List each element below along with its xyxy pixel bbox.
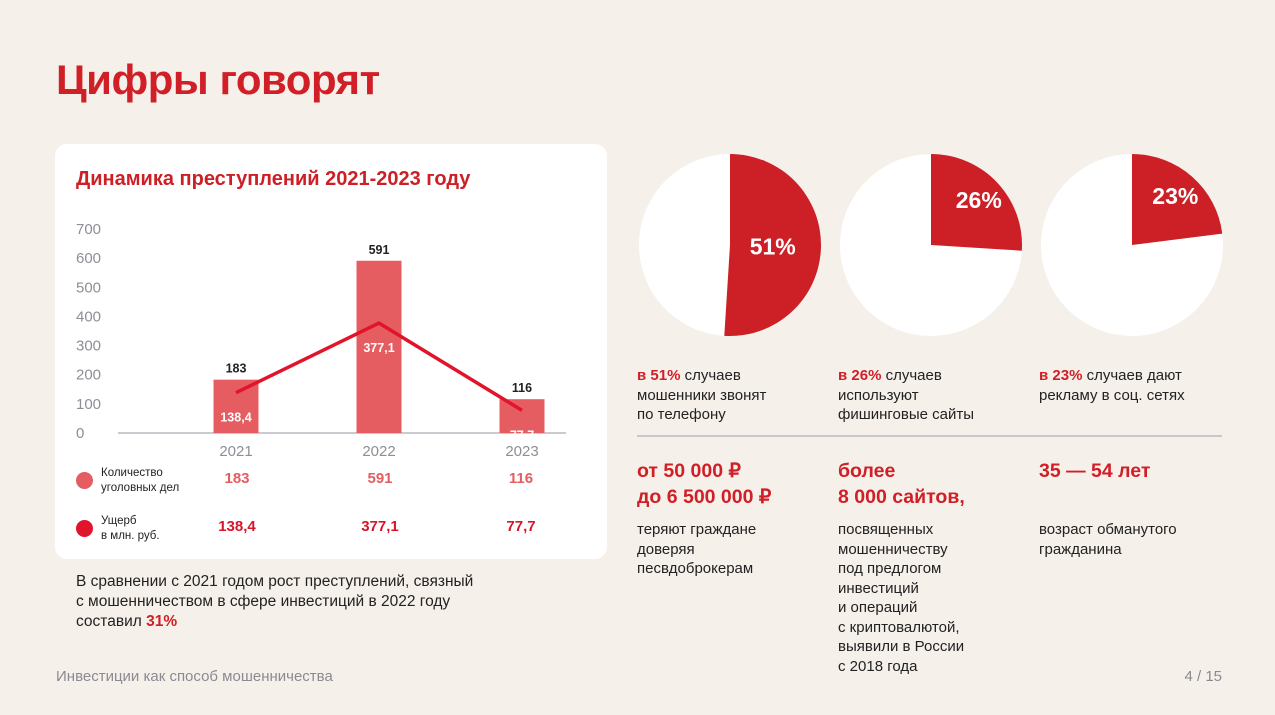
- bar-value-label: 183: [226, 362, 247, 376]
- bar-value-label: 591: [369, 243, 390, 257]
- pie-social-ads: 23%: [1041, 154, 1223, 336]
- bar-2023: [499, 399, 545, 433]
- legend-cases: Количество уголовных дел 183 591 116: [76, 466, 606, 506]
- bar-2021: [213, 379, 259, 433]
- legend-damage-label: Ущерб в млн. руб.: [101, 515, 160, 542]
- pie-caption-phone: в 51% случаев мошенники звонят по телефо…: [637, 367, 767, 423]
- damage-value-2022: 377,1: [361, 518, 399, 535]
- pie-percent-label: 23%: [1152, 183, 1198, 209]
- line-value-label: 77,7: [510, 428, 534, 442]
- chart-card: Динамика преступлений 2021-2023 году 0 10…: [55, 144, 607, 559]
- legend-cases-label: Количество уголовных дел: [101, 467, 180, 494]
- bar-2022: [356, 260, 402, 433]
- line-value-label: 377,1: [363, 341, 394, 355]
- damage-value-2021: 138,4: [218, 518, 256, 535]
- stat-victim-age: 35 — 54 лет: [1039, 460, 1151, 482]
- x-tick-label: 2022: [362, 443, 395, 460]
- x-tick-label: 2023: [505, 443, 538, 460]
- stat-age-desc: возраст обманутого гражданина: [1039, 521, 1177, 558]
- y-tick-label: 600: [76, 250, 101, 267]
- pie-caption-social: в 23% случаев дают рекламу в соц. сетях: [1039, 367, 1185, 404]
- x-tick-label: 2021: [219, 443, 252, 460]
- y-tick-label: 700: [76, 221, 101, 238]
- stat-sites-desc: посвященных мошенничеству под предлогом …: [838, 521, 965, 675]
- cases-value-2021: 183: [224, 470, 250, 487]
- page-number: 4 / 15: [1184, 668, 1222, 685]
- pie-percent-label: 26%: [956, 187, 1002, 213]
- crime-dynamics-chart: 0 100 200 300 400 500 600 700 183 2021 591 2022 116 2…: [76, 221, 566, 460]
- y-tick-label: 200: [76, 367, 101, 384]
- footer-text: Инвестиции как способ мошенничества: [56, 668, 333, 685]
- pie-slice: [724, 154, 822, 336]
- pie-caption-phishing: в 26% случаев используют фишинговые сайт…: [838, 367, 975, 423]
- y-tick-label: 100: [76, 396, 101, 413]
- line-value-label: 138,4: [220, 411, 251, 425]
- growth-note: В сравнении с 2021 годом рост преступлен…: [76, 573, 474, 630]
- stat-sites-count: более 8 000 сайтов,: [838, 460, 965, 508]
- stat-loss-amount: от 50 000 ₽ до 6 500 000 ₽: [637, 460, 772, 508]
- stat-loss-desc: теряют граждане доверяя песвдоброкерам: [637, 521, 757, 577]
- pie-percent-label: 51%: [750, 233, 796, 259]
- legend-cases-dot: [76, 472, 93, 489]
- legend-damage: Ущерб в млн. руб. 138,4 377,1 77,7: [76, 514, 606, 554]
- damage-line: [235, 321, 523, 412]
- pie-slice: [931, 154, 1022, 251]
- y-tick-label: 500: [76, 279, 101, 296]
- pie-slice: [1132, 154, 1223, 245]
- damage-value-2023: 77,7: [506, 518, 536, 535]
- growth-percent: 31%: [146, 613, 178, 630]
- cases-value-2023: 116: [508, 470, 534, 487]
- legend-damage-dot: [76, 520, 93, 537]
- y-tick-label: 400: [76, 308, 101, 325]
- pie-phishing-sites: 26%: [840, 154, 1022, 336]
- y-tick-label: 300: [76, 338, 101, 355]
- pie-phone-calls: 51%: [639, 154, 822, 336]
- chart-title: Динамика преступлений 2021-2023 году: [76, 168, 471, 190]
- cases-value-2022: 591: [367, 470, 393, 487]
- y-tick-label: 0: [76, 425, 84, 442]
- bar-value-label: 116: [512, 381, 532, 395]
- divider: [637, 435, 1222, 437]
- page-title: Цифры говорят: [56, 56, 380, 103]
